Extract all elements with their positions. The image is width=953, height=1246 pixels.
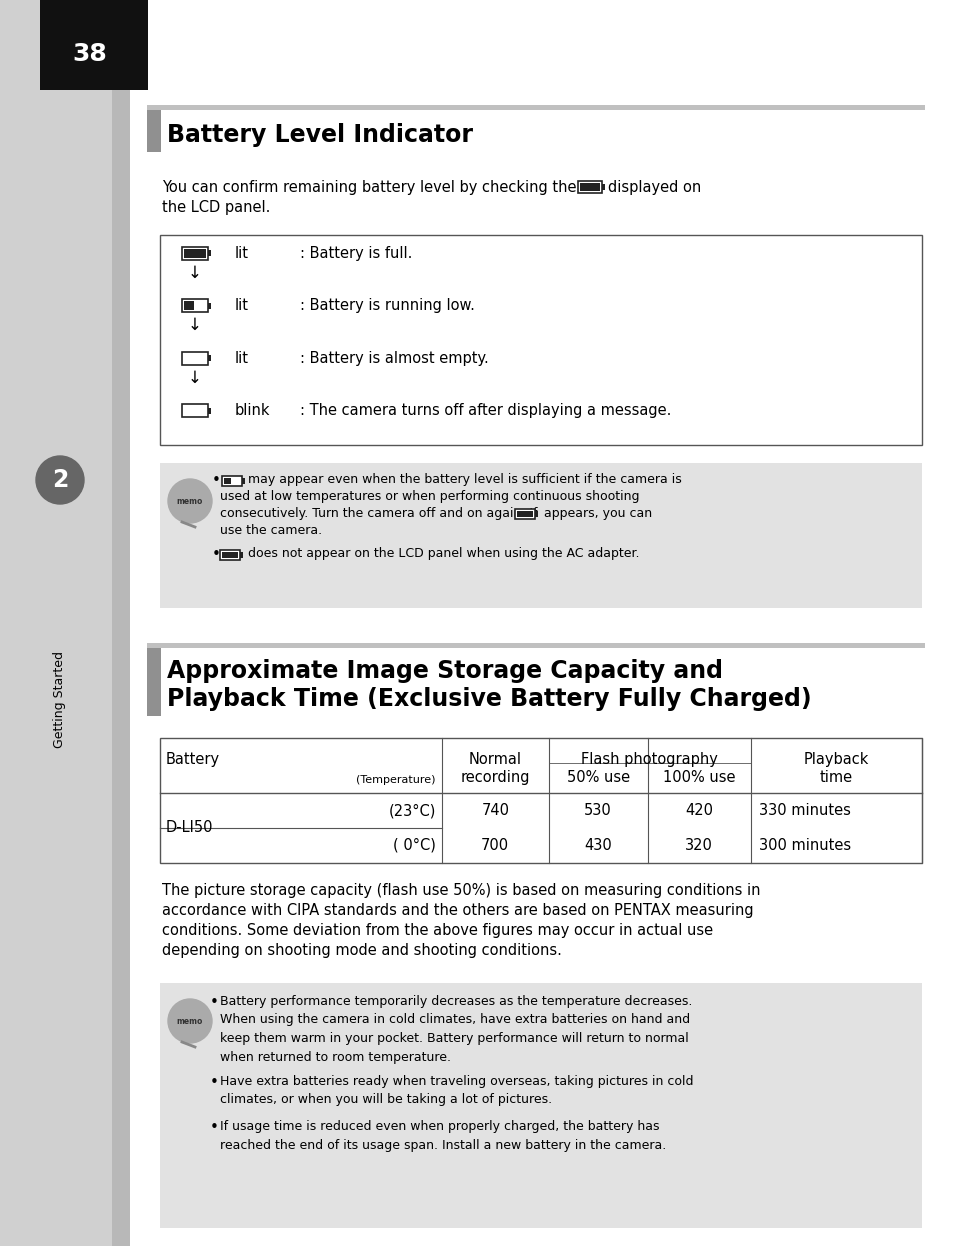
Text: If usage time is reduced even when properly charged, the battery has
reached the: If usage time is reduced even when prope…: [220, 1120, 665, 1151]
Bar: [182, 299, 208, 313]
Text: •: •: [212, 547, 221, 562]
Bar: [112, 0, 130, 1246]
Bar: [240, 552, 243, 558]
Text: D-LI50: D-LI50: [166, 821, 213, 836]
Circle shape: [168, 999, 212, 1043]
Bar: [208, 250, 211, 257]
Bar: [208, 407, 211, 414]
Bar: [182, 405, 208, 417]
Bar: [147, 110, 161, 152]
Text: 320: 320: [684, 839, 712, 854]
Text: 700: 700: [480, 839, 509, 854]
Text: : The camera turns off after displaying a message.: : The camera turns off after displaying …: [299, 404, 671, 419]
Text: blink: blink: [234, 404, 271, 419]
Text: may appear even when the battery level is sufficient if the camera is: may appear even when the battery level i…: [244, 473, 681, 486]
Bar: [242, 478, 245, 483]
Bar: [147, 648, 161, 716]
Bar: [160, 464, 921, 608]
Bar: [224, 478, 231, 483]
Text: accordance with CIPA standards and the others are based on PENTAX measuring: accordance with CIPA standards and the o…: [162, 903, 753, 918]
Bar: [182, 247, 208, 260]
Bar: [147, 643, 924, 648]
Text: The picture storage capacity (flash use 50%) is based on measuring conditions in: The picture storage capacity (flash use …: [162, 883, 760, 898]
Bar: [222, 552, 237, 558]
Bar: [147, 105, 924, 110]
Text: : Battery is full.: : Battery is full.: [299, 245, 412, 260]
Text: 50% use: 50% use: [566, 770, 629, 785]
Text: use the camera.: use the camera.: [220, 525, 322, 537]
Text: : Battery is almost empty.: : Battery is almost empty.: [299, 351, 488, 366]
Text: consecutively. Turn the camera off and on again. If: consecutively. Turn the camera off and o…: [220, 507, 537, 520]
Text: ↓: ↓: [188, 316, 202, 334]
Text: Have extra batteries ready when traveling overseas, taking pictures in cold
clim: Have extra batteries ready when travelin…: [220, 1075, 693, 1106]
Text: 740: 740: [480, 802, 509, 819]
Bar: [535, 511, 537, 517]
Text: 100% use: 100% use: [662, 770, 735, 785]
Text: Battery: Battery: [166, 753, 220, 768]
Bar: [579, 183, 599, 191]
Text: 38: 38: [72, 42, 108, 66]
Text: (Temperature): (Temperature): [356, 775, 436, 785]
Text: •: •: [210, 996, 218, 1011]
Text: 530: 530: [583, 802, 612, 819]
Text: (23°C): (23°C): [388, 802, 436, 819]
Bar: [517, 511, 533, 517]
Text: Flash photography: Flash photography: [580, 753, 718, 768]
Text: the LCD panel.: the LCD panel.: [162, 201, 270, 216]
Text: conditions. Some deviation from the above figures may occur in actual use: conditions. Some deviation from the abov…: [162, 923, 713, 938]
Text: Playback Time (Exclusive Battery Fully Charged): Playback Time (Exclusive Battery Fully C…: [167, 687, 811, 711]
Bar: [222, 476, 242, 486]
Text: depending on shooting mode and shooting conditions.: depending on shooting mode and shooting …: [162, 943, 561, 958]
Text: lit: lit: [234, 298, 249, 314]
Text: Battery Level Indicator: Battery Level Indicator: [167, 123, 473, 147]
Text: •: •: [210, 1120, 218, 1135]
Text: displayed on: displayed on: [607, 179, 700, 196]
Text: ↓: ↓: [188, 264, 202, 282]
Text: recording: recording: [460, 770, 530, 785]
Bar: [208, 303, 211, 309]
Text: Approximate Image Storage Capacity and: Approximate Image Storage Capacity and: [167, 659, 722, 683]
Text: does not appear on the LCD panel when using the AC adapter.: does not appear on the LCD panel when us…: [244, 547, 639, 559]
Text: lit: lit: [234, 351, 249, 366]
Bar: [0, 0, 130, 1246]
Text: used at low temperatures or when performing continuous shooting: used at low temperatures or when perform…: [220, 490, 639, 503]
Bar: [40, 0, 148, 90]
Bar: [182, 351, 208, 365]
Bar: [208, 355, 211, 361]
Text: Playback: Playback: [802, 753, 868, 768]
Text: 430: 430: [583, 839, 612, 854]
Text: : Battery is running low.: : Battery is running low.: [299, 298, 475, 314]
Text: ( 0°C): ( 0°C): [393, 839, 436, 854]
Circle shape: [168, 478, 212, 523]
Text: Getting Started: Getting Started: [53, 652, 67, 749]
Text: •: •: [212, 473, 221, 488]
Text: Normal: Normal: [468, 753, 521, 768]
Text: appears, you can: appears, you can: [539, 507, 652, 520]
Text: 300 minutes: 300 minutes: [758, 839, 850, 854]
Bar: [160, 983, 921, 1229]
Text: Battery performance temporarily decreases as the temperature decreases.
When usi: Battery performance temporarily decrease…: [220, 996, 692, 1064]
Bar: [601, 184, 604, 189]
Text: 330 minutes: 330 minutes: [758, 802, 849, 819]
Bar: [184, 302, 193, 310]
Bar: [160, 235, 921, 445]
Bar: [160, 738, 921, 863]
Text: memo: memo: [176, 496, 203, 506]
Bar: [578, 181, 601, 193]
Text: 2: 2: [51, 468, 68, 492]
Bar: [515, 510, 535, 520]
Circle shape: [36, 456, 84, 503]
Text: time: time: [819, 770, 852, 785]
Text: memo: memo: [176, 1017, 203, 1025]
Text: •: •: [210, 1075, 218, 1090]
Text: ↓: ↓: [188, 369, 202, 386]
Text: You can confirm remaining battery level by checking the: You can confirm remaining battery level …: [162, 179, 576, 196]
Bar: [220, 549, 240, 559]
Text: 420: 420: [684, 802, 712, 819]
Text: lit: lit: [234, 245, 249, 260]
Bar: [184, 249, 206, 258]
